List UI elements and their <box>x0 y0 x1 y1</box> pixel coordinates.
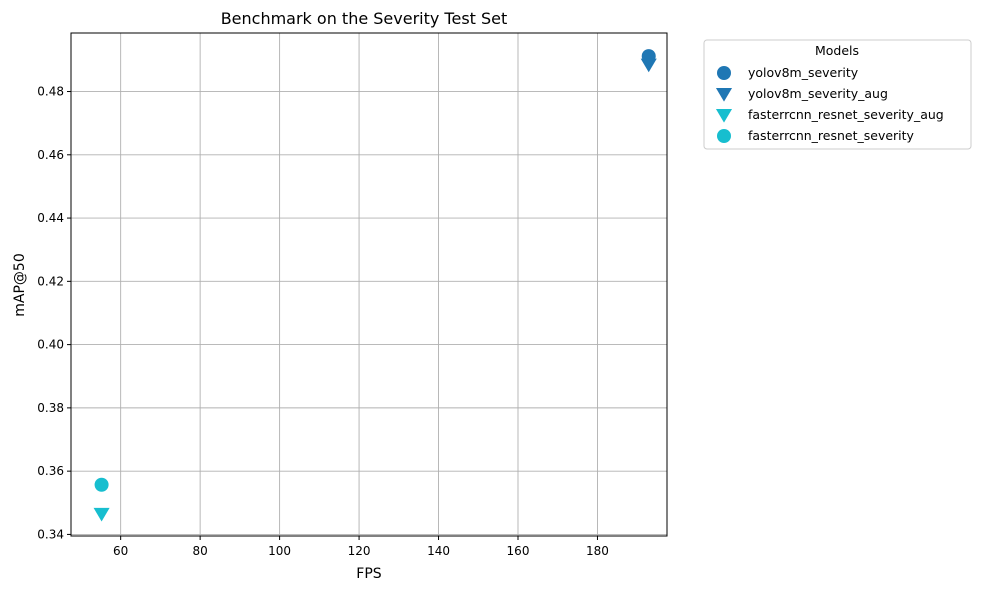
x-tick-label: 100 <box>268 544 291 558</box>
x-tick-label: 80 <box>192 544 207 558</box>
y-tick-label: 0.48 <box>37 85 64 99</box>
grid <box>71 33 667 536</box>
y-tick-label: 0.38 <box>37 401 64 415</box>
legend-marker <box>717 66 731 80</box>
plot-frame <box>70 32 668 537</box>
legend-entries: yolov8m_severity yolov8m_severity_augfast… <box>715 65 944 143</box>
legend-title: Models <box>815 43 859 58</box>
x-tick-label: 120 <box>348 544 371 558</box>
legend-entry-label: fasterrcnn_resnet_severity <box>748 128 915 143</box>
legend-marker <box>715 108 733 123</box>
legend-entry-label: yolov8m_severity <box>748 65 859 80</box>
x-axis-ticks: 60 80 100 120 140 160 180 <box>113 536 609 558</box>
x-axis-label: FPS <box>356 566 381 582</box>
y-tick-label: 0.36 <box>37 464 64 478</box>
legend-entry-label: fasterrcnn_resnet_severity_aug <box>748 107 944 122</box>
legend-marker <box>717 129 731 143</box>
y-axis-ticks: 0.34 0.36 0.38 0.40 0.42 0.44 0.46 0.48 <box>37 85 71 541</box>
data-points <box>93 49 657 522</box>
data-point <box>94 477 109 492</box>
y-tick-label: 0.42 <box>37 274 64 288</box>
x-tick-label: 180 <box>586 544 609 558</box>
data-point <box>93 507 110 522</box>
legend-entry-label: yolov8m_severity_aug <box>748 86 888 101</box>
x-tick-label: 160 <box>507 544 530 558</box>
x-tick-label: 60 <box>113 544 128 558</box>
legend-box <box>703 39 972 150</box>
y-tick-label: 0.46 <box>37 148 64 162</box>
legend: Models yolov8m_severity yolov8m_severity_… <box>703 39 972 150</box>
data-point <box>640 58 657 73</box>
x-tick-label: 140 <box>427 544 450 558</box>
y-tick-label: 0.40 <box>37 338 64 352</box>
legend-marker <box>715 87 733 102</box>
y-tick-label: 0.44 <box>37 211 64 225</box>
chart-title: Benchmark on the Severity Test Set <box>221 9 508 28</box>
y-tick-label: 0.34 <box>37 527 64 541</box>
y-axis-label: mAP@50 <box>12 253 28 316</box>
